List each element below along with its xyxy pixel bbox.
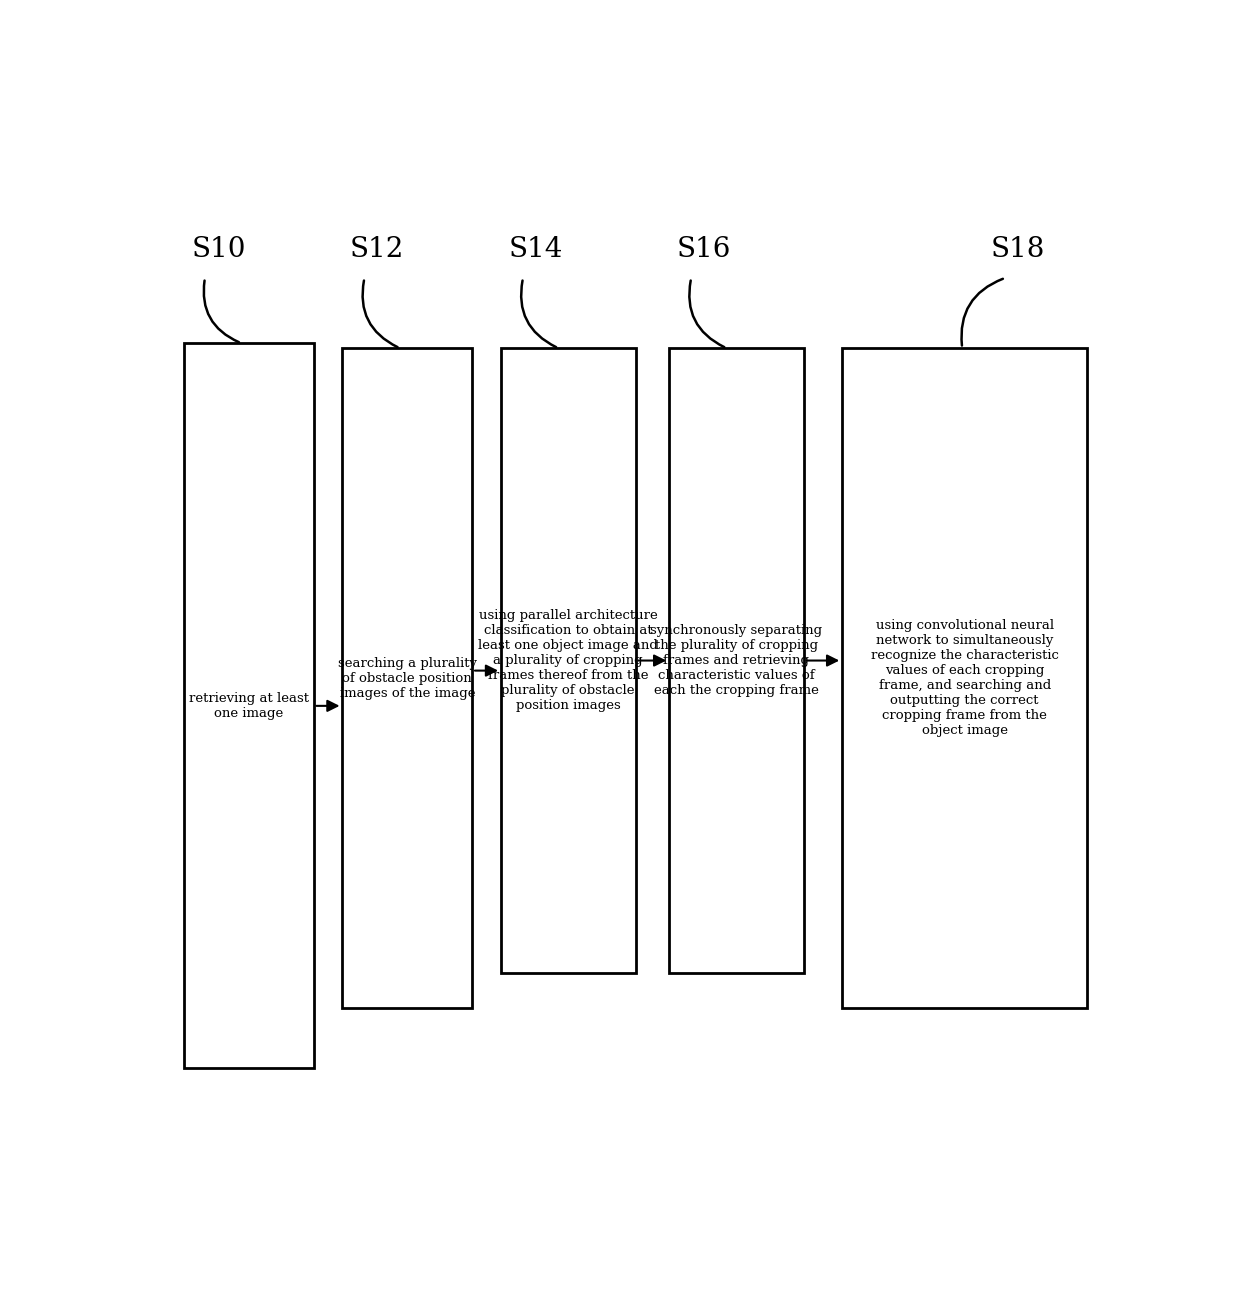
Text: S16: S16 [677,235,732,263]
Text: searching a plurality
of obstacle position
images of the image: searching a plurality of obstacle positi… [337,657,476,700]
Bar [501,348,635,973]
Text: S18: S18 [991,235,1045,263]
Text: using convolutional neural
network to simultaneously
recognize the characteristi: using convolutional neural network to si… [870,619,1059,738]
Text: synchronously separating
the plurality of cropping
frames and retrieving
charact: synchronously separating the plurality o… [650,624,822,697]
Text: S10: S10 [191,235,246,263]
Bar [670,348,804,973]
Bar [342,348,472,1008]
Bar [184,343,314,1069]
Bar [842,348,1087,1008]
Text: retrieving at least
one image: retrieving at least one image [188,692,309,719]
Text: S14: S14 [508,235,563,263]
Text: S12: S12 [350,235,404,263]
Text: using parallel architecture
classification to obtain at
least one object image a: using parallel architecture classificati… [479,610,658,712]
